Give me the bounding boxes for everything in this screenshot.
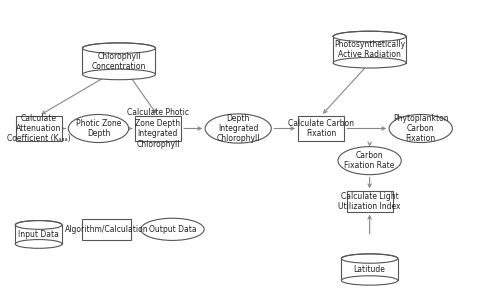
Text: Photic Zone
Depth: Photic Zone Depth [76,119,121,138]
Text: Phytoplankton
Carbon
Fixation: Phytoplankton Carbon Fixation [393,114,448,143]
Text: Output Data: Output Data [148,225,196,234]
Bar [346,191,393,212]
Bar [135,116,181,141]
Bar [342,258,398,281]
Text: Photosynthetically
Active Radiation: Photosynthetically Active Radiation [334,40,405,59]
Bar [16,225,62,244]
Text: Input Data: Input Data [18,230,59,239]
Text: Algorithm/Calculation: Algorithm/Calculation [65,225,148,234]
Text: Depth
Integrated
Chlorophyll: Depth Integrated Chlorophyll [216,114,260,143]
Ellipse shape [141,218,204,240]
Ellipse shape [342,254,398,263]
Ellipse shape [342,276,398,285]
Ellipse shape [333,58,406,68]
Ellipse shape [82,69,156,80]
Bar [82,48,156,74]
Ellipse shape [389,114,452,142]
Bar [16,116,62,141]
Ellipse shape [82,43,156,53]
Ellipse shape [338,147,402,175]
Text: Chlorophyll
Concentration: Chlorophyll Concentration [92,52,146,71]
Ellipse shape [333,31,406,42]
Ellipse shape [16,240,62,248]
Text: Latitude: Latitude [354,265,386,274]
Text: Calculate Light
Utilization Index: Calculate Light Utilization Index [338,192,401,211]
Text: Calculate Carbon
Fixation: Calculate Carbon Fixation [288,119,354,138]
Bar [333,37,406,63]
Text: Calculate Photic
Zone Depth
Integrated
Chlorophyll: Calculate Photic Zone Depth Integrated C… [127,108,189,149]
Text: Calculate
Attenuation
Coefficient (Kₐₐₐ): Calculate Attenuation Coefficient (Kₐₐₐ) [7,114,70,143]
Bar [82,219,131,240]
Ellipse shape [68,114,128,142]
Text: Carbon
Fixation Rate: Carbon Fixation Rate [344,151,395,170]
Ellipse shape [16,221,62,229]
Bar [298,116,344,141]
Ellipse shape [205,114,272,143]
